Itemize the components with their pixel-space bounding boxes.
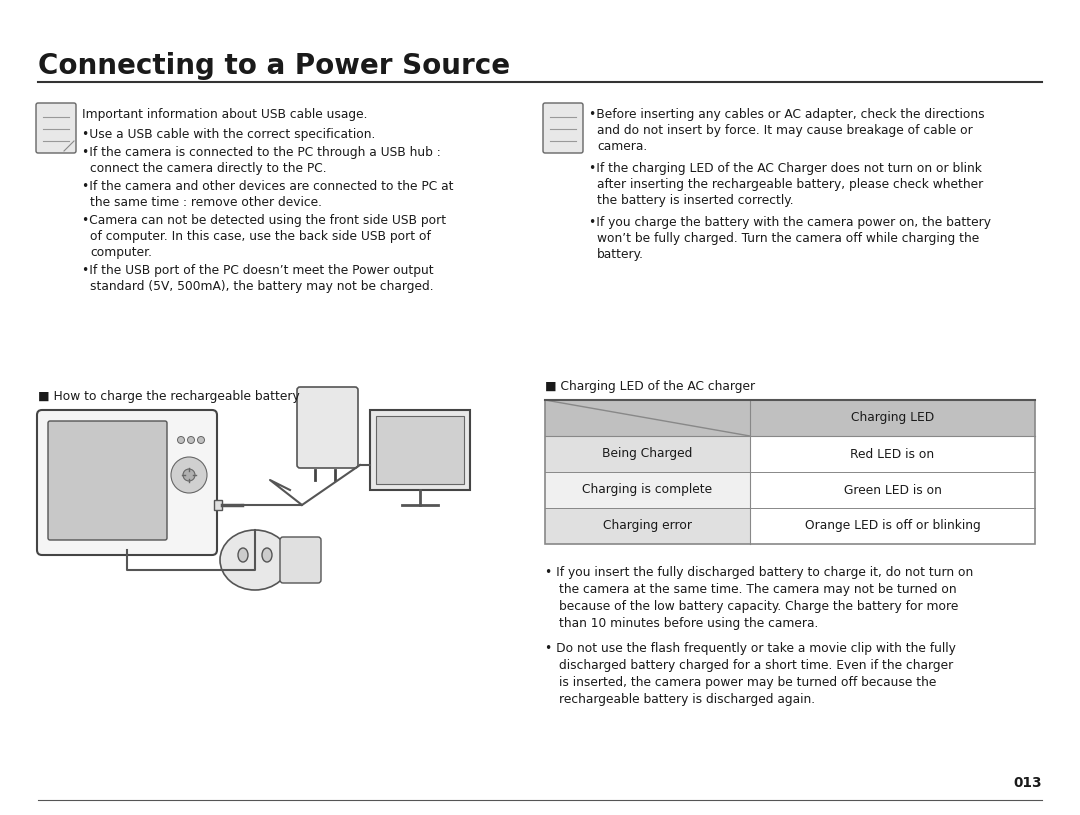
Text: battery.: battery. xyxy=(597,248,644,261)
Text: Orange LED is off or blinking: Orange LED is off or blinking xyxy=(805,519,981,532)
Bar xyxy=(370,410,470,490)
Bar xyxy=(545,436,750,472)
Text: is inserted, the camera power may be turned off because the: is inserted, the camera power may be tur… xyxy=(559,676,936,689)
Text: •If you charge the battery with the camera power on, the battery: •If you charge the battery with the came… xyxy=(589,216,991,229)
Ellipse shape xyxy=(262,548,272,562)
Text: Being Charged: Being Charged xyxy=(603,447,692,460)
Bar xyxy=(545,400,1035,436)
Text: the camera at the same time. The camera may not be turned on: the camera at the same time. The camera … xyxy=(559,583,957,596)
Bar xyxy=(545,400,1035,544)
Bar xyxy=(750,436,1035,472)
Circle shape xyxy=(188,437,194,443)
Text: and do not insert by force. It may cause breakage of cable or: and do not insert by force. It may cause… xyxy=(597,124,973,137)
Text: than 10 minutes before using the camera.: than 10 minutes before using the camera. xyxy=(559,617,819,630)
Text: Green LED is on: Green LED is on xyxy=(843,483,942,496)
Bar xyxy=(545,508,750,544)
Ellipse shape xyxy=(238,548,248,562)
FancyBboxPatch shape xyxy=(543,103,583,153)
Text: of computer. In this case, use the back side USB port of: of computer. In this case, use the back … xyxy=(90,230,431,243)
Ellipse shape xyxy=(220,530,291,590)
Bar xyxy=(750,472,1035,508)
Text: the same time : remove other device.: the same time : remove other device. xyxy=(90,196,322,209)
Bar xyxy=(750,508,1035,544)
Text: because of the low battery capacity. Charge the battery for more: because of the low battery capacity. Cha… xyxy=(559,600,958,613)
Text: Important information about USB cable usage.: Important information about USB cable us… xyxy=(82,108,367,121)
Text: the battery is inserted correctly.: the battery is inserted correctly. xyxy=(597,194,794,207)
Text: standard (5V, 500mA), the battery may not be charged.: standard (5V, 500mA), the battery may no… xyxy=(90,280,434,293)
Text: •Camera can not be detected using the front side USB port: •Camera can not be detected using the fr… xyxy=(82,214,446,227)
Text: Connecting to a Power Source: Connecting to a Power Source xyxy=(38,52,510,80)
Text: •If the USB port of the PC doesn’t meet the Power output: •If the USB port of the PC doesn’t meet … xyxy=(82,264,434,277)
Text: ■ How to charge the rechargeable battery: ■ How to charge the rechargeable battery xyxy=(38,390,300,403)
Text: •Use a USB cable with the correct specification.: •Use a USB cable with the correct specif… xyxy=(82,128,376,141)
Text: won’t be fully charged. Turn the camera off while charging the: won’t be fully charged. Turn the camera … xyxy=(597,232,980,245)
Text: Charging error: Charging error xyxy=(603,519,692,532)
Circle shape xyxy=(177,437,185,443)
Bar xyxy=(545,472,750,508)
FancyBboxPatch shape xyxy=(36,103,76,153)
Text: camera.: camera. xyxy=(597,140,647,153)
FancyBboxPatch shape xyxy=(280,537,321,583)
Text: connect the camera directly to the PC.: connect the camera directly to the PC. xyxy=(90,162,326,175)
Text: •If the camera is connected to the PC through a USB hub :: •If the camera is connected to the PC th… xyxy=(82,146,441,159)
Text: rechargeable battery is discharged again.: rechargeable battery is discharged again… xyxy=(559,693,815,706)
Bar xyxy=(376,416,464,484)
Text: Charging is complete: Charging is complete xyxy=(582,483,713,496)
FancyBboxPatch shape xyxy=(48,421,167,540)
Circle shape xyxy=(171,457,207,493)
Text: Red LED is on: Red LED is on xyxy=(850,447,934,460)
Text: •If the charging LED of the AC Charger does not turn on or blink: •If the charging LED of the AC Charger d… xyxy=(589,162,982,175)
FancyBboxPatch shape xyxy=(297,387,357,468)
Text: •If the camera and other devices are connected to the PC at: •If the camera and other devices are con… xyxy=(82,180,454,193)
Text: • Do not use the flash frequently or take a movie clip with the fully: • Do not use the flash frequently or tak… xyxy=(545,642,956,655)
Text: • If you insert the fully discharged battery to charge it, do not turn on: • If you insert the fully discharged bat… xyxy=(545,566,973,579)
Text: discharged battery charged for a short time. Even if the charger: discharged battery charged for a short t… xyxy=(559,659,954,672)
Bar xyxy=(214,500,222,510)
Text: Charging LED: Charging LED xyxy=(851,412,934,425)
Text: ■ Charging LED of the AC charger: ■ Charging LED of the AC charger xyxy=(545,380,755,393)
Text: 013: 013 xyxy=(1013,776,1042,790)
Text: computer.: computer. xyxy=(90,246,152,259)
Circle shape xyxy=(198,437,204,443)
Text: after inserting the rechargeable battery, please check whether: after inserting the rechargeable battery… xyxy=(597,178,983,191)
Text: •Before inserting any cables or AC adapter, check the directions: •Before inserting any cables or AC adapt… xyxy=(589,108,985,121)
FancyBboxPatch shape xyxy=(37,410,217,555)
Circle shape xyxy=(183,469,195,481)
